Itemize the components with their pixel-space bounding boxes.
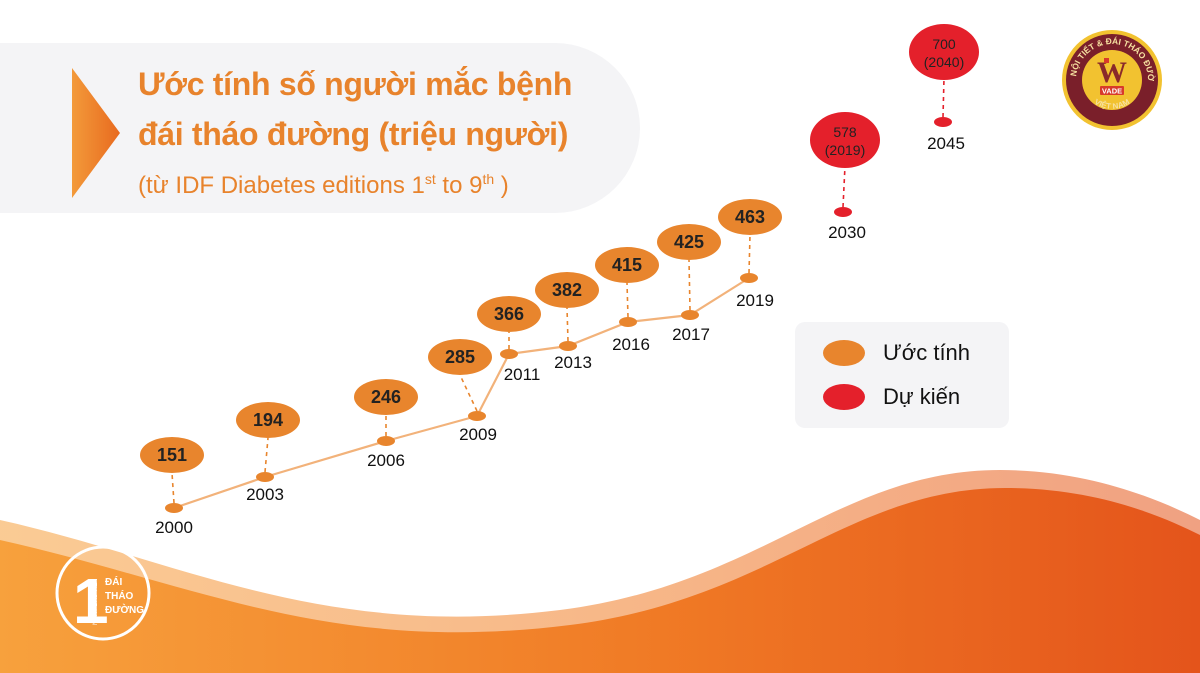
- point-marker-2013: [559, 341, 577, 351]
- connector-2009: [459, 374, 478, 412]
- event-badge-line-2: THÁO: [105, 589, 134, 602]
- legend-label-projection: Dự kiến: [883, 384, 961, 409]
- vade-text-center: VADE: [1102, 87, 1122, 96]
- subtitle-prefix: (từ IDF Diabetes editions 1: [138, 172, 425, 199]
- value-bubble-2003: [236, 402, 300, 438]
- event-badge-line-3: ĐƯỜNG: [105, 603, 144, 616]
- year-label-2045: 2045: [927, 134, 965, 153]
- chart-title-line-1: Ước tính số người mắc bệnh: [138, 66, 573, 102]
- year-label-2019: 2019: [736, 291, 774, 310]
- point-marker-2006: [377, 436, 395, 446]
- value-bubble-2009: [428, 339, 492, 375]
- value-bubble-2017: [657, 224, 721, 260]
- connector-2000: [171, 472, 175, 504]
- value-label-2000: 151: [157, 445, 187, 465]
- year-label-2016: 2016: [612, 335, 650, 354]
- subtitle-suffix: ): [494, 172, 509, 199]
- value-label-2019: 463: [735, 207, 765, 227]
- connector-2017: [688, 259, 691, 311]
- year-label-2000: 2000: [155, 518, 193, 537]
- event-badge-small-text: NGÀY ĐẦU TIÊN: [91, 579, 99, 625]
- year-label-2009: 2009: [459, 425, 497, 444]
- value-bubble-2013: [535, 272, 599, 308]
- point-marker-2019: [740, 273, 758, 283]
- year-label-2030: 2030: [828, 223, 866, 242]
- vade-logo: HỘI NỘI TIẾT & ĐÁI THÁO ĐƯỜNG VIỆT NAM W…: [1060, 28, 1162, 130]
- value-bubble-2019: [718, 199, 782, 235]
- legend-item-projection: Dự kiến: [823, 382, 960, 412]
- point-marker-2003: [256, 472, 274, 482]
- point-marker-2016: [619, 317, 637, 327]
- event-badge-line-1: ĐÁI: [105, 575, 122, 588]
- point-marker-2000: [165, 503, 183, 513]
- year-label-2011: 2011: [504, 365, 541, 384]
- connector-2003: [264, 437, 269, 473]
- event-badge-logo: 1 NGÀY ĐẦU TIÊN ĐÁI THÁO ĐƯỜNG: [55, 545, 151, 641]
- value-label-2011: 366: [494, 304, 524, 324]
- value-label-2045: 700: [932, 36, 956, 52]
- legend-label-estimate: Ước tính: [883, 340, 971, 365]
- value-label-2003: 194: [253, 410, 283, 430]
- legend-swatch-projection: [823, 384, 865, 410]
- value-sublabel-2030: (2019): [825, 142, 865, 158]
- subtitle-sup-2: th: [482, 171, 495, 187]
- year-label-2017: 2017: [672, 325, 710, 344]
- chart-legend: Ước tính Dự kiến: [795, 322, 1009, 428]
- value-label-2017: 425: [674, 232, 704, 252]
- point-marker-2017: [681, 310, 699, 320]
- legend-item-estimate: Ước tính: [823, 338, 970, 368]
- connector-2045: [942, 77, 945, 118]
- value-label-2016: 415: [612, 255, 642, 275]
- point-marker-2009: [468, 411, 486, 421]
- value-bubble-2006: [354, 379, 418, 415]
- title-arrow-icon: [72, 68, 120, 198]
- connector-2013: [566, 307, 569, 342]
- legend-swatch-estimate: [823, 340, 865, 366]
- year-label-2003: 2003: [246, 485, 284, 504]
- value-label-2030: 578: [833, 124, 857, 140]
- value-bubble-2016: [595, 247, 659, 283]
- subtitle-mid: to 9: [435, 172, 483, 199]
- connector-2016: [626, 282, 629, 318]
- value-bubble-2000: [140, 437, 204, 473]
- value-label-2006: 246: [371, 387, 401, 407]
- point-marker-2045: [934, 117, 952, 127]
- event-badge-number: 1: [73, 565, 109, 637]
- year-label-2006: 2006: [367, 451, 405, 470]
- value-label-2009: 285: [445, 347, 475, 367]
- point-marker-2030: [834, 207, 852, 217]
- value-bubble-2030: [810, 112, 880, 168]
- value-sublabel-2045: (2040): [924, 54, 964, 70]
- value-bubble-2045: [909, 24, 979, 80]
- value-bubble-2011: [477, 296, 541, 332]
- svg-text:VIỆT NAM: VIỆT NAM: [1093, 97, 1131, 111]
- point-marker-2011: [500, 349, 518, 359]
- vade-emblem-letter: W: [1097, 56, 1127, 89]
- chart-subtitle: (từ IDF Diabetes editions 1st to 9th ): [138, 172, 509, 200]
- year-label-2013: 2013: [554, 353, 592, 372]
- chart-title-line-2: đái tháo đường (triệu người): [138, 116, 569, 152]
- connector-2030: [842, 165, 846, 208]
- connector-2019: [748, 234, 751, 274]
- value-label-2013: 382: [552, 280, 582, 300]
- subtitle-sup-1: st: [424, 171, 436, 187]
- vade-text-bottom: VIỆT NAM: [1093, 97, 1131, 111]
